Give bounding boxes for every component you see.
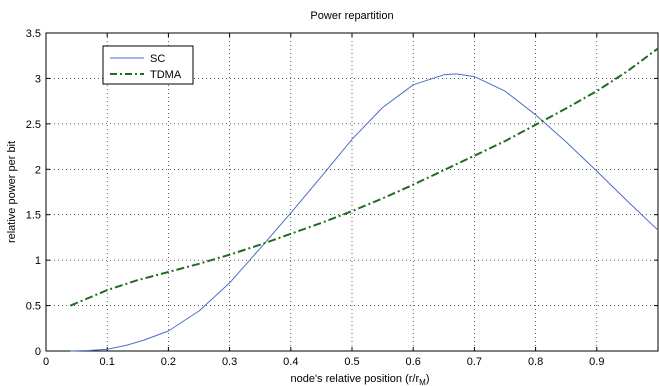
x-tick-label: 0.7 (467, 356, 482, 368)
x-tick-label: 0.8 (528, 356, 543, 368)
grid (46, 33, 658, 351)
x-tick-label: 0.3 (222, 356, 237, 368)
x-tick-label: 0.2 (161, 356, 176, 368)
x-tick-label: 0.1 (100, 356, 115, 368)
y-tick-label: 1 (35, 255, 41, 267)
series-line-sc (70, 73, 659, 352)
y-tick-label: 0.5 (26, 301, 41, 313)
x-axis-label: node's relative position (r/rM) (290, 373, 429, 386)
x-tick-label: 0.5 (344, 356, 359, 368)
legend: SC TDMA (102, 45, 194, 85)
y-tick-label: 0 (35, 346, 41, 358)
x-tick-label: 0.9 (589, 356, 604, 368)
legend-box (102, 45, 194, 85)
y-tick-label: 3 (35, 73, 41, 85)
y-tick-label: 2.5 (26, 119, 41, 131)
x-tick-label: 0 (43, 356, 49, 368)
x-tick-label: 0.4 (283, 356, 298, 368)
legend-label-sc: SC (150, 53, 165, 65)
series-lines (70, 47, 659, 352)
chart-title: Power repartition (310, 10, 393, 22)
legend-label-tdma: TDMA (150, 69, 182, 81)
y-tick-label: 2 (35, 164, 41, 176)
axis-ticks: 0 0.1 0.2 0.3 0.4 0.5 0.6 0.7 0.8 0.9 0 0.5 1 1.5 2 2.5… (26, 28, 658, 368)
y-tick-label: 1.5 (26, 210, 41, 222)
x-tick-label: 0.6 (406, 356, 421, 368)
y-tick-label: 3.5 (26, 28, 41, 40)
series-line-tdma (70, 47, 659, 307)
y-axis-label: relative power per bit (6, 141, 18, 243)
